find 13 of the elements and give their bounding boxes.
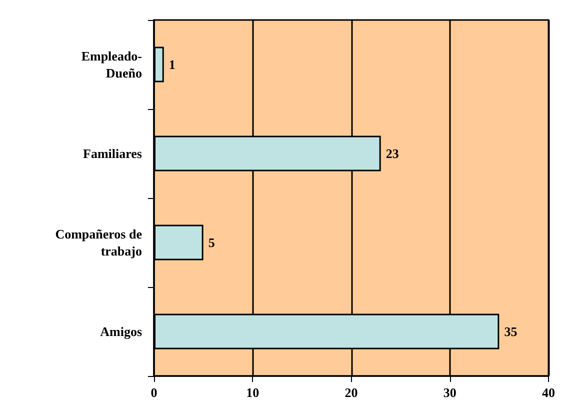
data-label: 35 [504, 324, 518, 339]
data-label: 23 [386, 146, 400, 161]
x-tick-label: 20 [344, 385, 358, 400]
y-tick-label: Familiares [83, 146, 142, 161]
x-tick-label: 0 [150, 385, 158, 400]
x-tick-label: 30 [443, 385, 456, 400]
x-tick-label: 40 [542, 385, 555, 400]
data-label: 1 [168, 57, 176, 72]
x-tick-label: 10 [246, 385, 260, 400]
y-tick-label: Empleado- Dueño [81, 48, 142, 80]
y-tick-label: Amigos [100, 324, 142, 339]
data-label: 5 [208, 235, 216, 250]
y-tick-label: Compañeros de trabajo [55, 226, 142, 258]
